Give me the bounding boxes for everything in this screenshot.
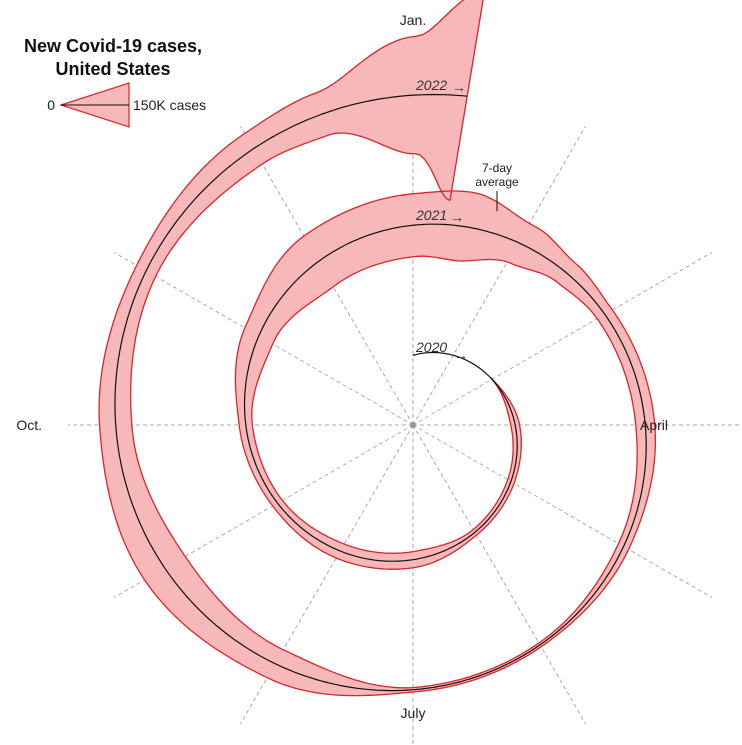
gridline-spoke-4 <box>412 424 713 598</box>
month-label-april: April <box>640 417 668 433</box>
gridline-spoke-2 <box>412 252 713 426</box>
case-band-shape <box>98 0 657 697</box>
annotation-7day-line1: 7-day <box>482 161 512 175</box>
year-arrow-2021: → <box>450 209 464 225</box>
legend: 0 150K cases <box>47 82 206 128</box>
chart-title-line2: United States <box>55 59 170 79</box>
year-label-2020: 2020 <box>415 339 447 355</box>
chart-title-line1: New Covid-19 cases, <box>24 36 202 56</box>
year-label-2022: 2022 <box>415 77 447 93</box>
gridline-spoke-10 <box>113 252 414 426</box>
gridline-spoke-5 <box>412 424 586 725</box>
legend-zero-label: 0 <box>47 97 55 113</box>
time-spiral-line <box>114 93 647 692</box>
month-label-jan: Jan. <box>400 12 426 28</box>
legend-max-label: 150K cases <box>133 97 206 113</box>
year-arrow-2020: → <box>454 347 468 363</box>
gridline-spoke-11 <box>240 125 414 426</box>
gridline-spoke-1 <box>412 125 586 426</box>
year-arrow-2022: → <box>452 79 466 95</box>
case-band-area <box>98 0 657 697</box>
annotation-7day-line2: average <box>475 175 519 189</box>
spiral-spine-line <box>114 93 647 692</box>
year-label-2021: 2021 <box>415 207 447 223</box>
month-label-july: July <box>401 705 426 721</box>
month-label-oct: Oct. <box>16 417 42 433</box>
center-dot <box>410 422 416 428</box>
